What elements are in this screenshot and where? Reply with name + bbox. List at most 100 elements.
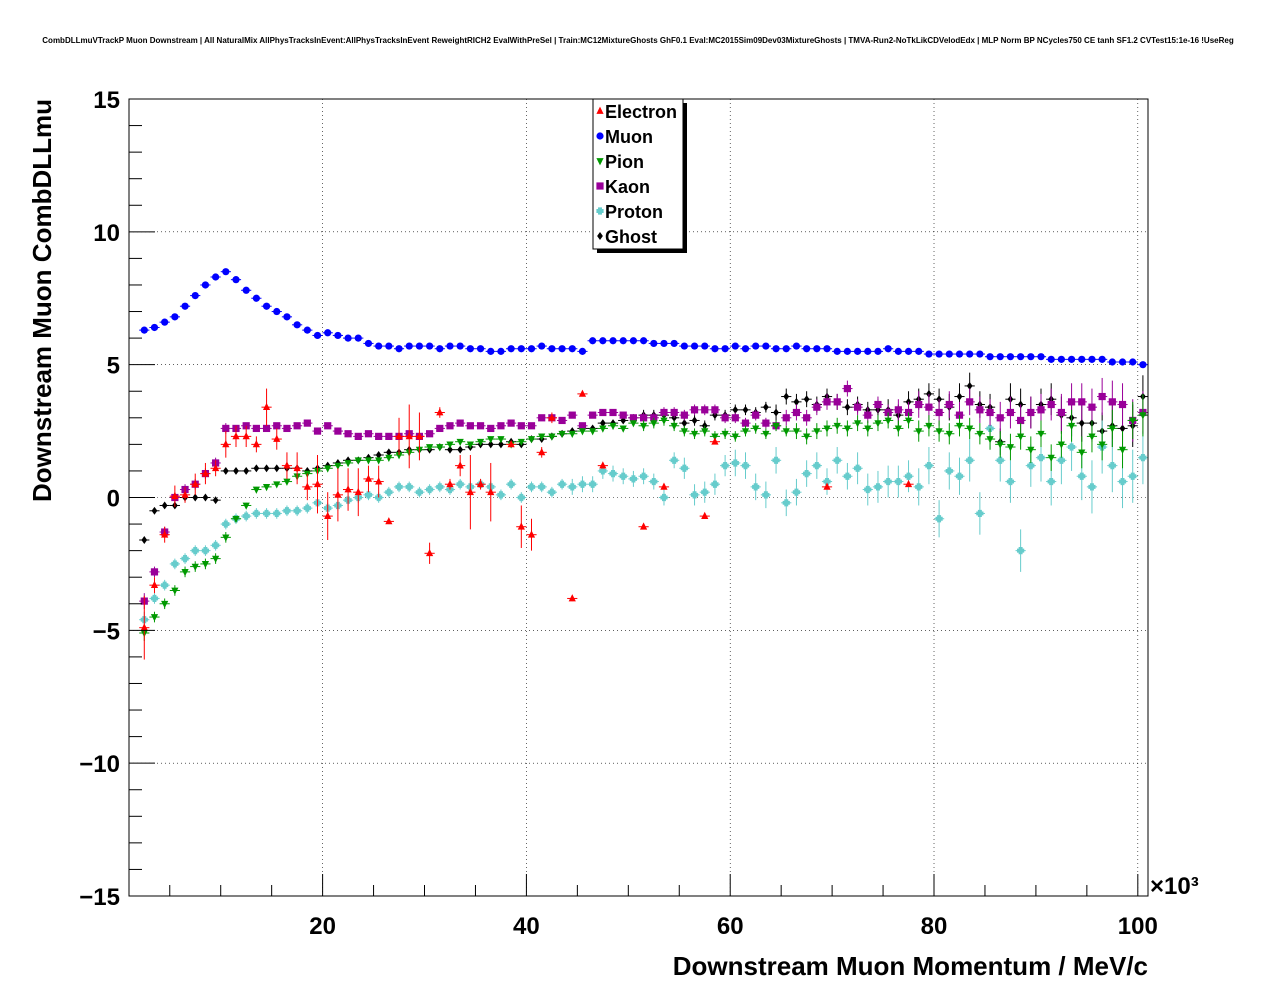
data-point	[629, 420, 638, 428]
data-point	[283, 313, 291, 321]
data-point	[680, 342, 688, 350]
data-point	[803, 414, 811, 422]
data-point	[476, 438, 485, 447]
data-point	[660, 417, 668, 425]
data-point	[945, 400, 953, 409]
data-point	[833, 398, 841, 406]
data-point	[181, 555, 189, 563]
data-point	[1057, 456, 1065, 464]
data-point	[915, 400, 923, 409]
data-point	[497, 422, 505, 430]
data-point	[904, 472, 913, 480]
data-point	[446, 342, 454, 350]
data-point	[935, 515, 943, 523]
data-point	[803, 345, 811, 353]
data-point	[782, 414, 790, 422]
data-point	[222, 520, 230, 528]
data-point	[976, 509, 984, 518]
data-point	[446, 479, 454, 488]
data-point	[415, 432, 424, 440]
data-point	[527, 436, 536, 444]
data-point	[171, 313, 179, 321]
data-point	[619, 425, 627, 433]
data-point	[711, 437, 719, 445]
data-point	[487, 347, 495, 355]
grid-lines	[129, 99, 1148, 896]
data-point	[334, 462, 342, 470]
data-point	[161, 600, 169, 609]
legend: Electron Muon Pion Kaon Proton Ghost	[592, 98, 687, 253]
data-point	[262, 483, 271, 492]
data-point	[823, 477, 831, 486]
data-point	[1027, 353, 1035, 361]
data-point	[498, 440, 504, 449]
data-point	[976, 406, 984, 414]
data-point	[1037, 353, 1045, 361]
data-point	[1129, 417, 1137, 425]
data-point	[589, 428, 597, 436]
data-point	[1047, 355, 1055, 363]
data-point	[996, 456, 1004, 464]
data-point	[599, 337, 607, 345]
data-point	[701, 488, 709, 496]
data-point	[405, 432, 413, 440]
data-point	[853, 347, 862, 355]
data-point	[884, 477, 892, 486]
data-point	[843, 384, 851, 393]
data-point	[242, 512, 250, 520]
data-point	[711, 406, 719, 414]
data-point	[1017, 416, 1025, 425]
data-point	[395, 345, 403, 353]
data-point	[201, 547, 210, 555]
data-point	[1047, 400, 1055, 409]
data-point	[192, 493, 199, 502]
data-point	[578, 422, 587, 430]
data-point	[385, 454, 393, 462]
data-point	[140, 623, 148, 631]
data-point	[935, 408, 943, 417]
data-point	[752, 425, 760, 433]
data-point	[273, 422, 281, 430]
data-point	[466, 441, 474, 449]
data-point	[721, 345, 729, 353]
data-point	[742, 405, 749, 414]
data-point	[364, 430, 373, 438]
data-point	[538, 483, 546, 491]
data-point	[538, 342, 546, 350]
data-point	[487, 440, 494, 449]
data-point	[639, 472, 648, 480]
data-point	[1067, 422, 1076, 431]
data-point	[609, 408, 617, 417]
data-point	[660, 339, 668, 348]
data-point	[446, 441, 454, 449]
data-point	[721, 414, 729, 422]
data-point	[945, 430, 953, 439]
y-axis-label: Downstream Muon CombDLLmu	[27, 99, 57, 502]
data-point	[925, 403, 933, 411]
data-point	[507, 440, 515, 448]
y-tick-label: 15	[93, 87, 120, 114]
legend-marker-pion	[596, 158, 604, 166]
data-point	[191, 291, 199, 300]
data-point	[324, 329, 332, 337]
data-point	[262, 424, 271, 433]
data-point	[344, 460, 352, 468]
y-tick-label: 0	[107, 486, 120, 513]
data-point	[864, 411, 872, 419]
data-point	[161, 530, 169, 538]
legend-label-proton: Proton	[605, 202, 663, 222]
data-point	[599, 408, 607, 417]
data-point	[843, 472, 851, 480]
data-point	[313, 331, 322, 340]
data-point	[242, 432, 250, 440]
data-point	[599, 419, 606, 428]
data-point	[589, 337, 597, 345]
data-point	[1027, 446, 1035, 454]
data-point	[752, 411, 760, 419]
data-point	[670, 456, 678, 464]
data-point	[732, 405, 739, 414]
data-point	[161, 501, 168, 510]
data-point	[436, 444, 444, 452]
data-point	[1088, 483, 1096, 491]
data-point	[293, 321, 301, 329]
